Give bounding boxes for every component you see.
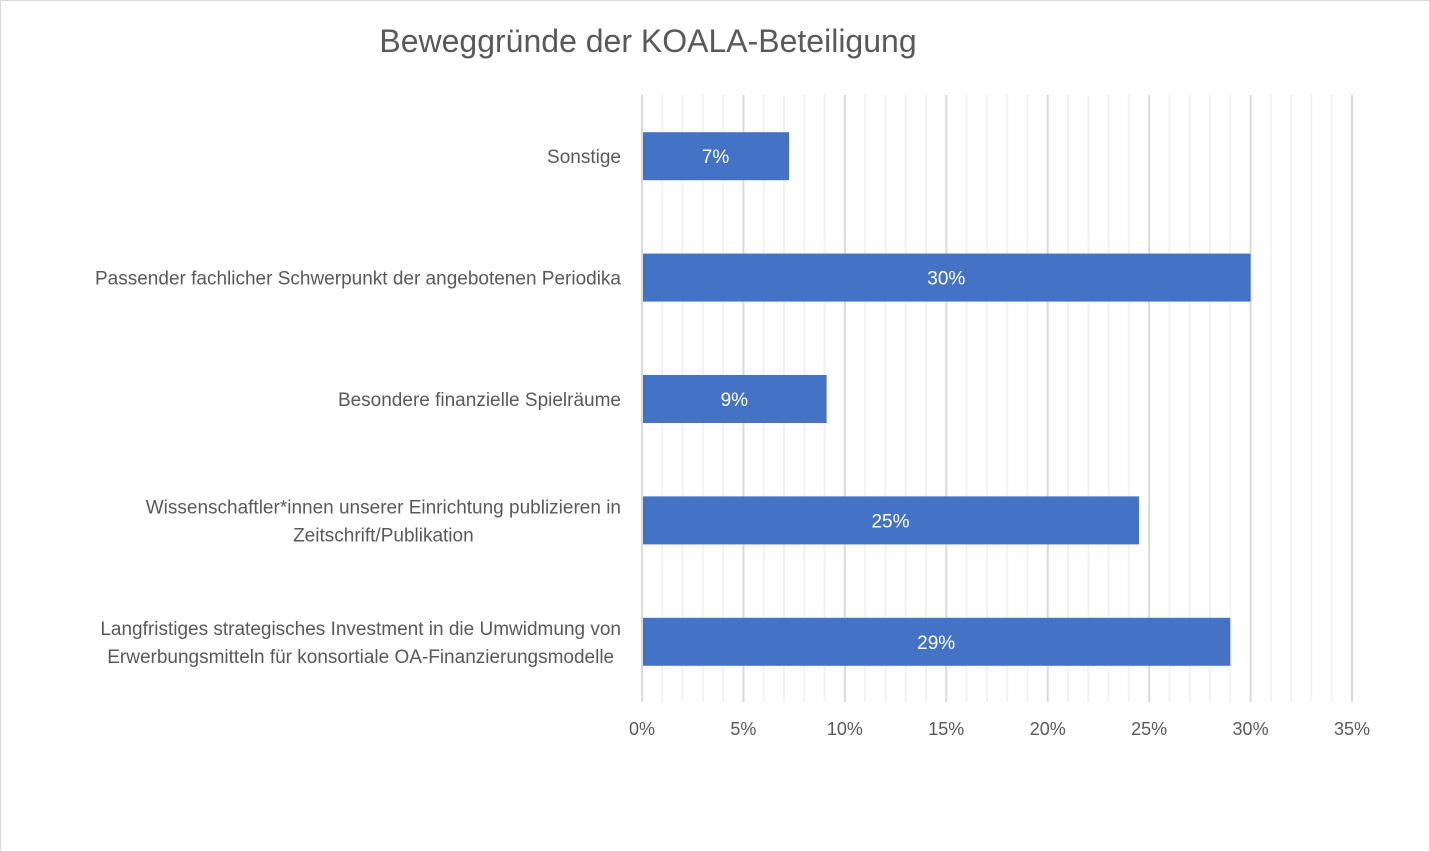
chart-title: Beweggründe der KOALA-Beteiligung xyxy=(379,23,916,59)
data-label: 9% xyxy=(721,390,749,411)
x-axis-ticks: 0% 5% 10% 15% 20% 25% 30% 35% xyxy=(629,719,1370,739)
bar xyxy=(643,617,1231,666)
data-label: 29% xyxy=(917,633,955,654)
x-tick-label: 20% xyxy=(1030,719,1066,739)
x-tick-label: 35% xyxy=(1334,719,1370,739)
bar xyxy=(643,132,790,181)
category-label: Zeitschrift/Publikation xyxy=(293,525,474,546)
x-tick-label: 25% xyxy=(1131,719,1167,739)
category-label: Sonstige xyxy=(547,147,621,168)
category-labels: Sonstige Passender fachlicher Schwerpunkt… xyxy=(95,147,621,668)
x-tick-label: 5% xyxy=(730,719,756,739)
data-label: 30% xyxy=(927,269,965,290)
category-label: Passender fachlicher Schwerpunkt der ang… xyxy=(95,269,621,290)
x-tick-label: 0% xyxy=(629,719,655,739)
category-label: Wissenschaftler*innen unserer Einrichtun… xyxy=(146,497,621,518)
bar xyxy=(643,496,1139,545)
category-label: Langfristiges strategisches Investment i… xyxy=(100,619,621,640)
bar xyxy=(643,375,827,423)
bars: 7% 30% 9% 25% 29% xyxy=(643,132,1251,666)
data-label: 7% xyxy=(702,147,730,168)
x-tick-label: 10% xyxy=(827,719,863,739)
x-tick-label: 30% xyxy=(1233,719,1269,739)
category-label: Erwerbungsmitteln für konsortiale OA-Fin… xyxy=(107,647,614,668)
bar xyxy=(643,253,1251,302)
data-label: 25% xyxy=(871,511,909,532)
category-label: Besondere finanzielle Spielräume xyxy=(338,390,621,411)
x-tick-label: 15% xyxy=(928,719,964,739)
